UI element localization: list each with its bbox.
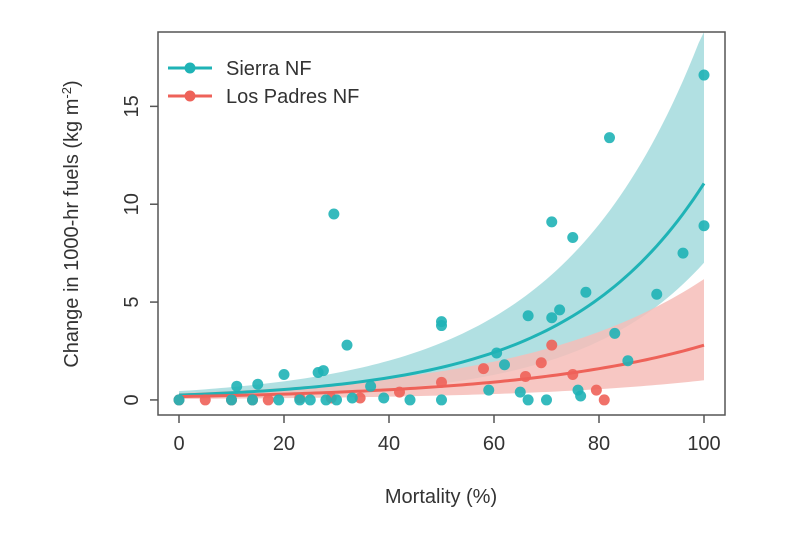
data-point	[199, 394, 211, 406]
y-tick-label: 0	[121, 394, 143, 405]
confidence-band-0	[179, 32, 704, 398]
data-point	[365, 380, 377, 392]
data-points	[173, 69, 710, 406]
legend-label: Los Padres NF	[226, 86, 359, 108]
data-point	[394, 386, 405, 398]
data-point	[436, 394, 447, 406]
data-point	[252, 378, 264, 390]
legend-marker	[184, 62, 196, 74]
data-point	[273, 394, 285, 406]
data-point	[698, 69, 710, 81]
data-point	[278, 368, 290, 380]
data-point	[541, 394, 552, 406]
legend-label: Sierra NF	[226, 58, 312, 80]
data-point	[575, 390, 587, 402]
data-point	[483, 384, 495, 396]
data-point	[231, 380, 243, 392]
plot-frame	[157, 31, 726, 416]
x-tick-label: 60	[483, 433, 505, 455]
data-point	[622, 355, 634, 367]
data-point	[514, 386, 526, 398]
data-point	[546, 312, 558, 324]
y-axis: 0 5 10 15	[121, 95, 158, 405]
data-point	[294, 394, 306, 406]
data-point	[651, 288, 663, 300]
data-point	[554, 304, 566, 316]
data-point	[226, 394, 237, 406]
x-tick-label: 40	[378, 433, 400, 455]
data-point	[567, 368, 579, 380]
x-tick-label: 80	[588, 433, 610, 455]
data-point	[404, 394, 416, 406]
data-point	[328, 208, 340, 220]
data-point	[247, 394, 258, 406]
data-point	[378, 392, 390, 404]
x-axis-label: Mortality (%)	[385, 486, 497, 508]
data-point	[546, 216, 558, 228]
data-point	[317, 365, 329, 377]
data-point	[346, 392, 358, 404]
legend-marker	[184, 90, 196, 102]
data-point	[331, 394, 342, 406]
data-point	[173, 394, 185, 406]
x-tick-label: 100	[687, 433, 720, 455]
data-point	[436, 320, 447, 332]
data-point	[478, 363, 489, 375]
data-point	[436, 376, 447, 388]
x-tick-label: 0	[173, 433, 184, 455]
data-point	[546, 339, 558, 351]
data-point	[604, 132, 615, 144]
data-point	[522, 310, 534, 322]
data-point	[598, 394, 610, 406]
legend: Sierra NF Los Padres NF	[168, 58, 359, 108]
data-point	[354, 392, 366, 404]
data-point	[520, 370, 531, 382]
data-point	[499, 359, 510, 371]
data-point	[580, 286, 592, 298]
data-point	[304, 394, 316, 406]
data-point	[535, 357, 547, 369]
data-point	[341, 339, 353, 351]
data-point	[590, 384, 602, 396]
fit-line-0	[178, 182, 706, 397]
data-point	[262, 394, 274, 406]
x-axis: 0 20 40 60 80 100	[173, 415, 721, 455]
y-tick-label: 5	[121, 297, 143, 308]
y-axis-label: Change in 1000-hr fuels (kg m-2)	[59, 80, 83, 367]
data-point	[522, 394, 534, 406]
data-point	[320, 394, 332, 406]
data-point	[677, 247, 689, 259]
data-point	[491, 347, 503, 359]
data-point	[567, 231, 579, 243]
data-point	[698, 220, 710, 232]
x-tick-label: 20	[273, 433, 295, 455]
y-tick-label: 10	[121, 193, 143, 215]
data-point	[609, 327, 621, 339]
y-tick-label: 15	[121, 95, 143, 117]
